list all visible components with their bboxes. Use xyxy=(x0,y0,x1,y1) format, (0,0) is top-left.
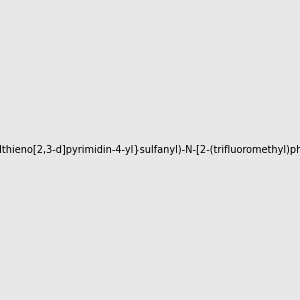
Text: 2-({5,6-dimethylthieno[2,3-d]pyrimidin-4-yl}sulfanyl)-N-[2-(trifluoromethyl)phen: 2-({5,6-dimethylthieno[2,3-d]pyrimidin-4… xyxy=(0,145,300,155)
